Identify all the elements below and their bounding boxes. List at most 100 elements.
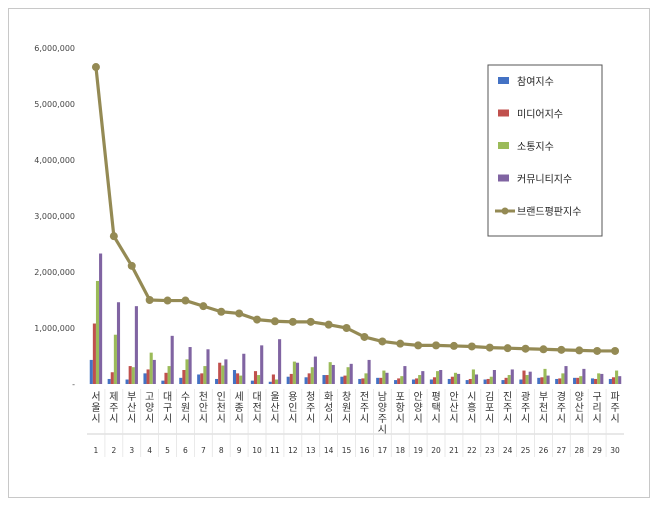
y-tick-label: 1,000,000	[34, 324, 75, 333]
y-tick-label: 4,000,000	[34, 156, 75, 165]
legend-label: 소통지수	[517, 141, 554, 153]
y-tick-label: 5,000,000	[34, 100, 75, 109]
bar	[594, 378, 598, 384]
bar	[149, 352, 153, 384]
bar	[304, 377, 308, 384]
bar	[310, 367, 314, 384]
bar	[131, 367, 135, 384]
x-index-label: 24	[503, 446, 513, 455]
bar	[236, 373, 240, 384]
bar	[125, 379, 129, 384]
bar	[429, 379, 433, 384]
y-axis: - 1,000,000 2,000,000 3,000,000 4,000,000 5,0…	[34, 44, 75, 389]
line-point	[432, 341, 441, 350]
line-point	[109, 232, 118, 241]
legend-label: 커뮤니티지수	[517, 174, 572, 186]
x-index-label: 2	[111, 446, 116, 455]
line-point	[270, 317, 279, 326]
legend-box	[487, 64, 603, 237]
bar	[260, 345, 264, 384]
legend-line-marker	[501, 207, 509, 215]
bar	[116, 302, 121, 384]
bar	[394, 380, 398, 384]
brand-reputation-chart: - 1,000,000 2,000,000 3,000,000 4,000,000 5,0…	[34, 44, 624, 457]
line-point	[485, 343, 494, 352]
bar	[322, 375, 326, 384]
x-index-label: 15	[342, 446, 352, 455]
bar	[582, 368, 586, 384]
bar	[170, 335, 174, 384]
bar	[224, 359, 228, 384]
bar	[107, 378, 111, 384]
bar	[510, 369, 514, 384]
bar	[579, 376, 583, 384]
bar	[403, 366, 407, 384]
line-point	[539, 345, 548, 354]
bar	[95, 280, 100, 384]
bar	[134, 306, 138, 384]
x-index-label: 10	[252, 446, 262, 455]
bar	[92, 323, 96, 384]
bar	[540, 377, 544, 384]
line-point	[396, 339, 405, 348]
bar	[161, 380, 165, 384]
bar	[597, 373, 601, 384]
bar	[450, 376, 454, 384]
bars-layer	[89, 253, 622, 384]
bar	[325, 375, 329, 384]
line-point	[521, 344, 530, 353]
bar	[525, 375, 529, 384]
y-tick-label: 2,000,000	[34, 268, 75, 277]
x-index-label: 22	[467, 446, 477, 455]
bar	[110, 372, 114, 384]
bar	[432, 377, 437, 384]
bar	[232, 370, 237, 384]
bar	[307, 373, 311, 384]
x-index-label: 20	[431, 446, 441, 455]
x-index-label: 14	[324, 446, 334, 455]
line-point	[91, 63, 100, 72]
bar	[179, 377, 183, 384]
bar	[89, 359, 93, 384]
line-point	[611, 346, 620, 355]
bar	[576, 377, 580, 384]
bar	[257, 375, 261, 384]
bar	[611, 377, 616, 384]
bar	[436, 371, 440, 384]
bar	[600, 373, 604, 384]
bar	[376, 377, 380, 384]
x-index-label: 13	[306, 446, 316, 455]
bar	[197, 374, 201, 384]
bar	[457, 373, 461, 384]
bar	[361, 378, 365, 384]
bar	[295, 362, 300, 384]
bar	[486, 378, 490, 384]
line-point	[288, 317, 297, 326]
bar	[507, 375, 511, 384]
y-tick-label: -	[72, 380, 75, 389]
bar	[242, 353, 246, 384]
bar	[313, 356, 317, 384]
bar	[483, 379, 487, 384]
bar	[274, 379, 279, 384]
legend-label: 미디어지수	[517, 109, 563, 121]
bar	[615, 370, 619, 384]
bar	[415, 378, 419, 384]
bar	[468, 378, 472, 384]
bar	[203, 366, 207, 384]
bar	[221, 365, 225, 384]
x-index-label: 30	[610, 446, 620, 455]
x-index-label: 19	[413, 446, 423, 455]
bar	[397, 378, 401, 384]
bar	[349, 363, 353, 384]
x-index-label: 3	[129, 446, 134, 455]
line-point	[217, 307, 226, 316]
